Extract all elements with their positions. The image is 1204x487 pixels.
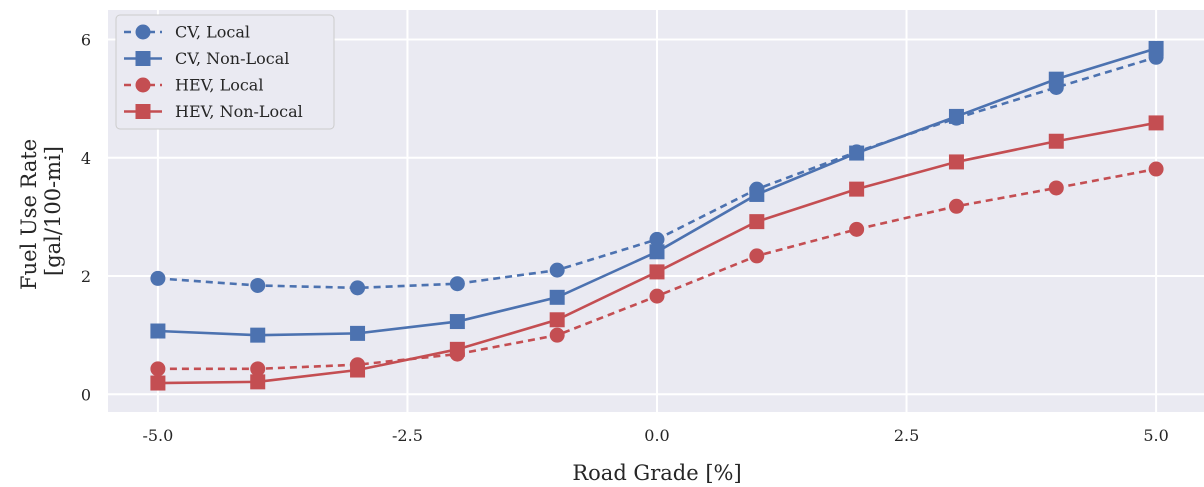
series-1 [150, 40, 1164, 343]
legend-label: HEV, Local [175, 76, 263, 95]
data-point [948, 154, 964, 170]
data-point [150, 323, 166, 339]
data-point [1048, 133, 1064, 149]
legend: CV, Local CV, Non-Local HEV, Local HEV, Non… [115, 14, 335, 130]
x-tick-label: -2.5 [392, 426, 423, 445]
y-tick-label: 2 [81, 267, 91, 286]
data-point [350, 362, 366, 378]
data-point [1148, 115, 1164, 131]
data-point [1148, 161, 1164, 177]
data-point [649, 231, 665, 247]
y-tick-labels: 0 2 4 6 [81, 31, 91, 405]
data-point [250, 327, 266, 343]
legend-marker [135, 24, 151, 40]
x-tick-label: -5.0 [142, 426, 173, 445]
data-point [449, 341, 465, 357]
legend-marker [135, 104, 151, 119]
data-point [150, 361, 166, 377]
data-point [449, 314, 465, 330]
y-tick-label: 4 [81, 149, 91, 168]
data-point [649, 244, 665, 260]
data-point [649, 288, 665, 304]
x-tick-label: 2.5 [894, 426, 919, 445]
y-axis-label-line-1: Fuel Use Rate [17, 139, 41, 290]
legend-box [115, 14, 335, 130]
legend-label: CV, Non-Local [175, 49, 289, 68]
legend-marker [135, 77, 151, 93]
data-point [150, 270, 166, 286]
legend-marker [135, 51, 151, 66]
x-tick-label: 5.0 [1143, 426, 1168, 445]
data-point [250, 374, 266, 390]
data-point [350, 280, 366, 296]
data-point [1148, 40, 1164, 56]
x-tick-label: 0.0 [644, 426, 669, 445]
data-point [1048, 180, 1064, 196]
data-point [749, 186, 765, 202]
data-point [749, 248, 765, 264]
series-3 [150, 115, 1164, 391]
x-tick-labels: -5.0 -2.5 0.0 2.5 5.0 [142, 426, 1168, 445]
y-tick-label: 0 [81, 385, 91, 404]
data-point [549, 262, 565, 278]
data-point [449, 276, 465, 292]
y-axis-label: Fuel Use Rate [gal/100-mi] [17, 132, 65, 290]
data-point [948, 198, 964, 214]
data-point [749, 214, 765, 230]
data-point [549, 327, 565, 343]
series-group [150, 40, 1164, 391]
x-axis-label: Road Grade [%] [572, 461, 741, 485]
data-point [849, 145, 865, 161]
legend-label: HEV, Non-Local [175, 102, 303, 121]
legend-label: CV, Local [175, 23, 250, 42]
data-point [1048, 71, 1064, 87]
data-point [849, 221, 865, 237]
data-point [649, 264, 665, 280]
data-point [250, 277, 266, 293]
data-point [549, 289, 565, 305]
data-point [948, 108, 964, 124]
y-axis-label-line-2: [gal/100-mi] [41, 146, 65, 276]
data-point [250, 361, 266, 377]
y-tick-label: 6 [81, 31, 91, 50]
data-point [150, 375, 166, 391]
data-point [350, 325, 366, 341]
data-point [849, 181, 865, 197]
data-point [549, 312, 565, 328]
